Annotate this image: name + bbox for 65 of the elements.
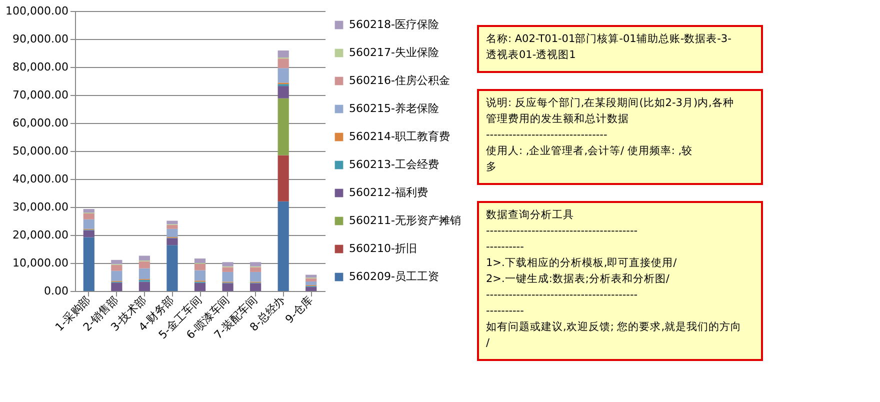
y-tick-label: 30,000.00 <box>12 200 68 214</box>
y-tick-label: 20,000.00 <box>12 228 68 242</box>
bar <box>83 237 94 291</box>
bar <box>306 286 317 291</box>
y-tick-label: 70,000.00 <box>12 88 68 102</box>
bar <box>166 220 178 224</box>
bar <box>278 58 289 68</box>
x-tick-label: 9-仓库 <box>282 294 316 326</box>
bar <box>194 264 206 270</box>
bar <box>194 258 206 263</box>
bar <box>111 264 122 271</box>
bar <box>250 283 262 291</box>
bar <box>166 224 178 229</box>
bar <box>194 282 206 291</box>
bar <box>306 278 317 282</box>
bar <box>83 213 94 220</box>
legend-label: 560209-员工工资 <box>349 270 439 283</box>
bar <box>194 270 206 281</box>
bar <box>222 262 234 266</box>
bar <box>166 228 178 237</box>
bar <box>111 282 122 291</box>
y-tick-label: 0.00 <box>44 284 68 298</box>
bar <box>250 272 262 282</box>
bar <box>278 155 289 202</box>
bar <box>278 86 289 98</box>
bar <box>278 50 289 58</box>
legend-label: 560211-无形资产摊销 <box>349 214 461 227</box>
bar <box>111 260 122 264</box>
y-tick-label: 40,000.00 <box>12 172 68 186</box>
legend-label: 560212-福利费 <box>349 186 428 199</box>
bar <box>306 281 317 286</box>
bar <box>278 68 289 83</box>
bar <box>250 267 262 272</box>
y-tick-label: 50,000.00 <box>12 144 68 158</box>
text: 说明: 反应每个部门,在某段期间(比如2-3月)内,各种管理费用的发生额和总计数据 -------------------------------- 使用人: ,企业管理者,会计等/ 使用频率: ,较多 <box>486 96 734 173</box>
bar <box>138 282 150 291</box>
y-tick-label: 10,000.00 <box>12 256 68 270</box>
bar <box>138 261 150 268</box>
bar <box>222 272 234 282</box>
bar <box>250 262 262 266</box>
y-tick-label: 60,000.00 <box>12 116 68 130</box>
text: 数据查询分析工具 -------------------------------------------------- 1>.下载相应的分析模板,即可直接使用/ 2>.一键生成:数据表;分析表和分析图/ -------------------------------------------------- 如有问题或建议,欢迎反馈; 您的要求,就是我们的方向/ <box>486 209 742 349</box>
y-tick-label: 100,000.00 <box>6 4 68 18</box>
bar <box>222 283 234 291</box>
legend-label: 560214-职工教育费 <box>349 130 450 143</box>
legend-label: 560210-折旧 <box>349 242 417 255</box>
bar <box>83 208 94 213</box>
bar <box>83 230 94 238</box>
legend-label: 560216-住房公积金 <box>349 74 450 87</box>
legend-label: 560215-养老保险 <box>349 102 439 115</box>
text: 名称: A02-T01-01部门核算-01辅助总账-数据表-3-透视表01-透视图1 <box>486 32 732 61</box>
bar <box>278 98 289 156</box>
bar <box>278 201 289 291</box>
legend-label: 560213-工会经费 <box>349 158 439 171</box>
bar <box>83 219 94 229</box>
bar <box>138 256 150 260</box>
bar <box>222 267 234 272</box>
y-tick-label: 90,000.00 <box>12 32 68 46</box>
legend-label: 560217-失业保险 <box>349 46 439 59</box>
legend-label: 560218-医疗保险 <box>349 18 439 31</box>
y-tick-label: 80,000.00 <box>12 60 68 74</box>
bar <box>111 270 122 281</box>
bar <box>138 268 150 279</box>
bar <box>166 238 178 246</box>
bar <box>166 245 178 291</box>
